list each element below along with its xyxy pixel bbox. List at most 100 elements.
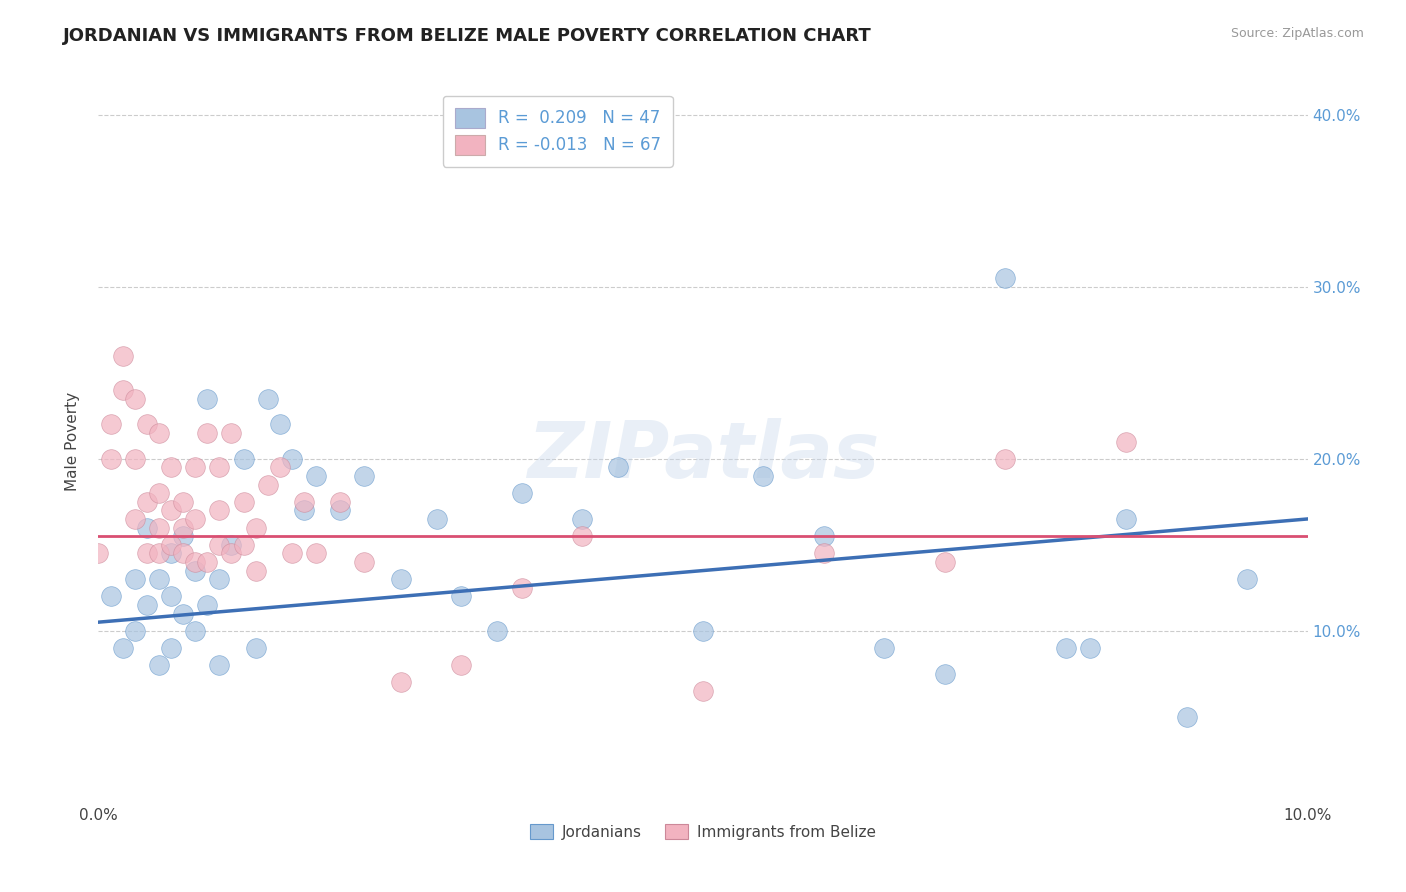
- Point: [389, 675, 412, 690]
- Point: [172, 494, 194, 508]
- Point: [195, 555, 218, 569]
- Point: [1115, 512, 1137, 526]
- Point: [269, 460, 291, 475]
- Point: [87, 546, 110, 560]
- Point: [172, 529, 194, 543]
- Point: [111, 349, 134, 363]
- Point: [135, 417, 157, 432]
- Point: [873, 640, 896, 655]
- Point: [148, 486, 170, 500]
- Point: [232, 494, 254, 508]
- Point: [305, 469, 328, 483]
- Point: [111, 383, 134, 397]
- Point: [256, 477, 278, 491]
- Point: [752, 469, 775, 483]
- Point: [1115, 434, 1137, 449]
- Point: [124, 451, 146, 466]
- Point: [245, 564, 267, 578]
- Point: [135, 520, 157, 534]
- Point: [353, 469, 375, 483]
- Point: [184, 564, 207, 578]
- Point: [486, 624, 509, 638]
- Point: [148, 572, 170, 586]
- Point: [184, 460, 207, 475]
- Point: [510, 581, 533, 595]
- Legend: Jordanians, Immigrants from Belize: Jordanians, Immigrants from Belize: [524, 818, 882, 846]
- Point: [208, 572, 231, 586]
- Point: [208, 538, 231, 552]
- Point: [305, 546, 328, 560]
- Text: ZIPatlas: ZIPatlas: [527, 418, 879, 494]
- Point: [245, 640, 267, 655]
- Point: [450, 590, 472, 604]
- Point: [813, 529, 835, 543]
- Point: [160, 640, 183, 655]
- Point: [148, 546, 170, 560]
- Point: [221, 425, 243, 440]
- Point: [571, 529, 593, 543]
- Point: [148, 658, 170, 673]
- Point: [426, 512, 449, 526]
- Point: [607, 460, 630, 475]
- Point: [1078, 640, 1101, 655]
- Point: [281, 546, 304, 560]
- Point: [1054, 640, 1077, 655]
- Point: [184, 624, 207, 638]
- Point: [124, 572, 146, 586]
- Point: [111, 640, 134, 655]
- Point: [100, 417, 122, 432]
- Point: [994, 271, 1017, 285]
- Point: [292, 503, 315, 517]
- Point: [510, 486, 533, 500]
- Point: [353, 555, 375, 569]
- Point: [571, 512, 593, 526]
- Point: [994, 451, 1017, 466]
- Point: [100, 451, 122, 466]
- Point: [245, 520, 267, 534]
- Point: [195, 598, 218, 612]
- Point: [329, 503, 352, 517]
- Point: [172, 520, 194, 534]
- Point: [221, 538, 243, 552]
- Point: [208, 503, 231, 517]
- Point: [148, 425, 170, 440]
- Point: [232, 451, 254, 466]
- Point: [184, 555, 207, 569]
- Point: [124, 624, 146, 638]
- Point: [692, 684, 714, 698]
- Point: [160, 546, 183, 560]
- Point: [450, 658, 472, 673]
- Point: [160, 590, 183, 604]
- Point: [195, 425, 218, 440]
- Point: [232, 538, 254, 552]
- Point: [934, 666, 956, 681]
- Point: [184, 512, 207, 526]
- Point: [135, 546, 157, 560]
- Point: [160, 538, 183, 552]
- Point: [124, 392, 146, 406]
- Point: [172, 607, 194, 621]
- Point: [160, 503, 183, 517]
- Point: [148, 520, 170, 534]
- Point: [389, 572, 412, 586]
- Point: [221, 546, 243, 560]
- Point: [135, 598, 157, 612]
- Point: [100, 590, 122, 604]
- Text: JORDANIAN VS IMMIGRANTS FROM BELIZE MALE POVERTY CORRELATION CHART: JORDANIAN VS IMMIGRANTS FROM BELIZE MALE…: [63, 27, 872, 45]
- Text: Source: ZipAtlas.com: Source: ZipAtlas.com: [1230, 27, 1364, 40]
- Y-axis label: Male Poverty: Male Poverty: [65, 392, 80, 491]
- Point: [281, 451, 304, 466]
- Point: [934, 555, 956, 569]
- Point: [195, 392, 218, 406]
- Point: [329, 494, 352, 508]
- Point: [813, 546, 835, 560]
- Point: [135, 494, 157, 508]
- Point: [692, 624, 714, 638]
- Point: [124, 512, 146, 526]
- Point: [172, 546, 194, 560]
- Point: [208, 460, 231, 475]
- Point: [256, 392, 278, 406]
- Point: [1236, 572, 1258, 586]
- Point: [292, 494, 315, 508]
- Point: [1175, 710, 1198, 724]
